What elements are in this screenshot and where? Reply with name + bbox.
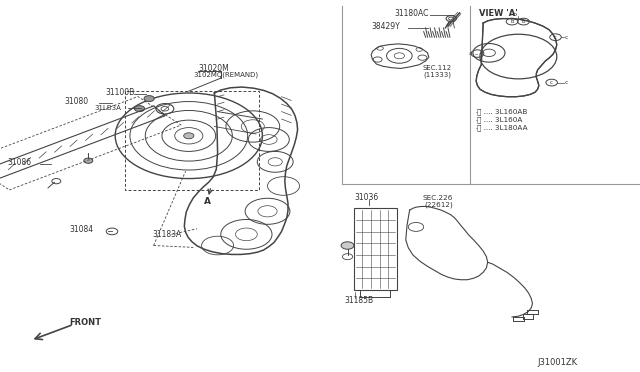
- Text: c: c: [565, 80, 568, 85]
- Text: ⓒ .... 3L180AA: ⓒ .... 3L180AA: [477, 125, 527, 131]
- Text: VIEW 'A': VIEW 'A': [479, 9, 518, 17]
- Text: 31080: 31080: [64, 97, 88, 106]
- Text: 31084: 31084: [69, 225, 93, 234]
- Text: c: c: [554, 35, 557, 40]
- Circle shape: [144, 96, 154, 102]
- Text: c: c: [565, 35, 568, 40]
- Text: 31020M: 31020M: [198, 64, 229, 73]
- Circle shape: [134, 106, 145, 112]
- Circle shape: [184, 133, 194, 139]
- Text: b: b: [522, 19, 525, 24]
- Text: a: a: [469, 51, 473, 56]
- Text: 31183A: 31183A: [152, 230, 182, 239]
- Text: c: c: [550, 80, 553, 85]
- Text: FRONT: FRONT: [69, 318, 101, 327]
- Text: 31LB3A: 31LB3A: [95, 105, 122, 111]
- Text: A: A: [204, 197, 211, 206]
- Text: (22612): (22612): [424, 201, 453, 208]
- Text: 31036: 31036: [355, 193, 379, 202]
- Text: b: b: [510, 19, 514, 24]
- Text: 3102MQ(REMAND): 3102MQ(REMAND): [194, 72, 259, 78]
- Bar: [354, 208, 397, 290]
- Text: 31185B: 31185B: [344, 296, 374, 305]
- Text: 31180AC: 31180AC: [394, 9, 429, 17]
- Text: ⓑ .... 3L160A: ⓑ .... 3L160A: [477, 116, 522, 123]
- Text: 38429Y: 38429Y: [371, 22, 400, 31]
- Text: (11333): (11333): [424, 71, 452, 78]
- Circle shape: [84, 158, 93, 163]
- Text: 31100B: 31100B: [106, 88, 135, 97]
- Text: 31086: 31086: [8, 158, 32, 167]
- Text: SEC.226: SEC.226: [422, 195, 452, 201]
- Circle shape: [341, 242, 354, 249]
- Text: SEC.112: SEC.112: [422, 65, 452, 71]
- Text: b: b: [512, 12, 516, 17]
- Text: ⓐ .... 3L160AB: ⓐ .... 3L160AB: [477, 108, 527, 115]
- Text: J31001ZK: J31001ZK: [538, 358, 578, 367]
- Polygon shape: [476, 19, 557, 97]
